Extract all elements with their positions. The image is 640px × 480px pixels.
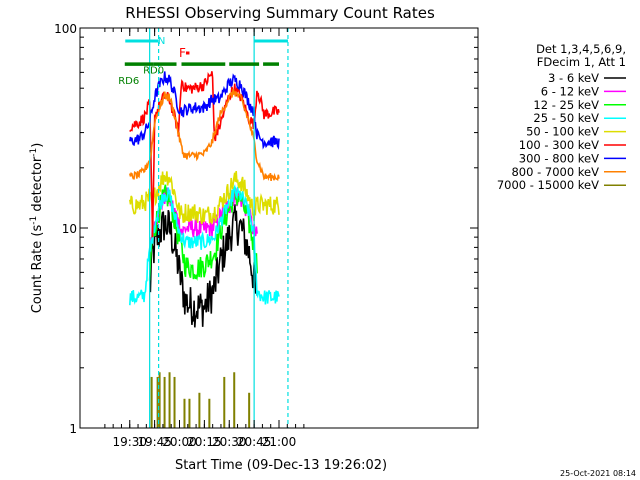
series-8 xyxy=(150,372,251,428)
x-tick-label-6: 21:00 xyxy=(262,435,297,449)
chart-title: RHESSI Observing Summary Count Rates xyxy=(125,4,435,22)
series-0-line xyxy=(149,204,258,328)
y-axis-label-tail: detector xyxy=(30,156,45,216)
legend: Det 1,3,4,5,6,9, FDecim 1, Att 1 3 - 6 k… xyxy=(497,42,626,192)
y-axis-label-main: Count Rate (s xyxy=(30,225,45,314)
x-axis-label: Start Time (09-Dec-13 19:26:02) xyxy=(175,458,387,473)
flare-label: F xyxy=(179,46,186,60)
y-axis-label-sup2: -1 xyxy=(29,148,39,157)
x-tick-label-0: 19:30 xyxy=(112,435,147,449)
legend-label-5: 100 - 300 keV xyxy=(519,138,599,152)
legend-label-4: 50 - 100 keV xyxy=(526,125,599,139)
y-tick-label-1: 10 xyxy=(62,222,77,236)
series-2 xyxy=(148,184,258,281)
y-axis-label: Count Rate (s-1 detector-1) xyxy=(29,143,45,314)
y-axis-label-sup: -1 xyxy=(29,216,39,225)
axes-layer: 1 10 100 19:3019:4520:0020:1520:3020:4521:0… xyxy=(54,22,479,449)
legend-label-0: 3 - 6 keV xyxy=(548,71,599,85)
legend-label-8: 7000 - 15000 keV xyxy=(497,178,599,192)
legend-header-line2: FDecim 1, Att 1 xyxy=(537,55,626,69)
legend-label-1: 6 - 12 keV xyxy=(541,84,599,98)
y-tick-label-0: 1 xyxy=(69,422,77,436)
x-tick-label-4: 20:30 xyxy=(212,435,247,449)
x-tick-label-5: 20:45 xyxy=(237,435,272,449)
legend-label-3: 25 - 50 keV xyxy=(533,111,599,125)
legend-label-6: 300 - 800 keV xyxy=(519,151,599,165)
legend-header-line1: Det 1,3,4,5,6,9, xyxy=(536,42,626,56)
y-axis-label-end: ) xyxy=(30,143,45,148)
timestamp: 25-Oct-2021 08:14 xyxy=(560,469,636,478)
series-2-line xyxy=(148,184,258,281)
x-tick-label-2: 20:00 xyxy=(162,435,197,449)
legend-label-7: 800 - 7000 keV xyxy=(511,165,599,179)
y-tick-label-2: 100 xyxy=(54,22,77,36)
x-tick-label-3: 20:15 xyxy=(187,435,222,449)
annotation-layer: N F RD6 RD0 xyxy=(118,28,289,428)
saa-label-0: RD6 xyxy=(118,76,139,87)
series-0 xyxy=(149,204,258,328)
x-tick-label-1: 19:45 xyxy=(137,435,172,449)
plot-frame xyxy=(79,27,479,429)
night-label: N xyxy=(158,36,165,47)
legend-label-2: 12 - 25 keV xyxy=(533,98,599,112)
saa-label-1: RD0 xyxy=(143,66,164,77)
series-layer xyxy=(129,71,280,428)
